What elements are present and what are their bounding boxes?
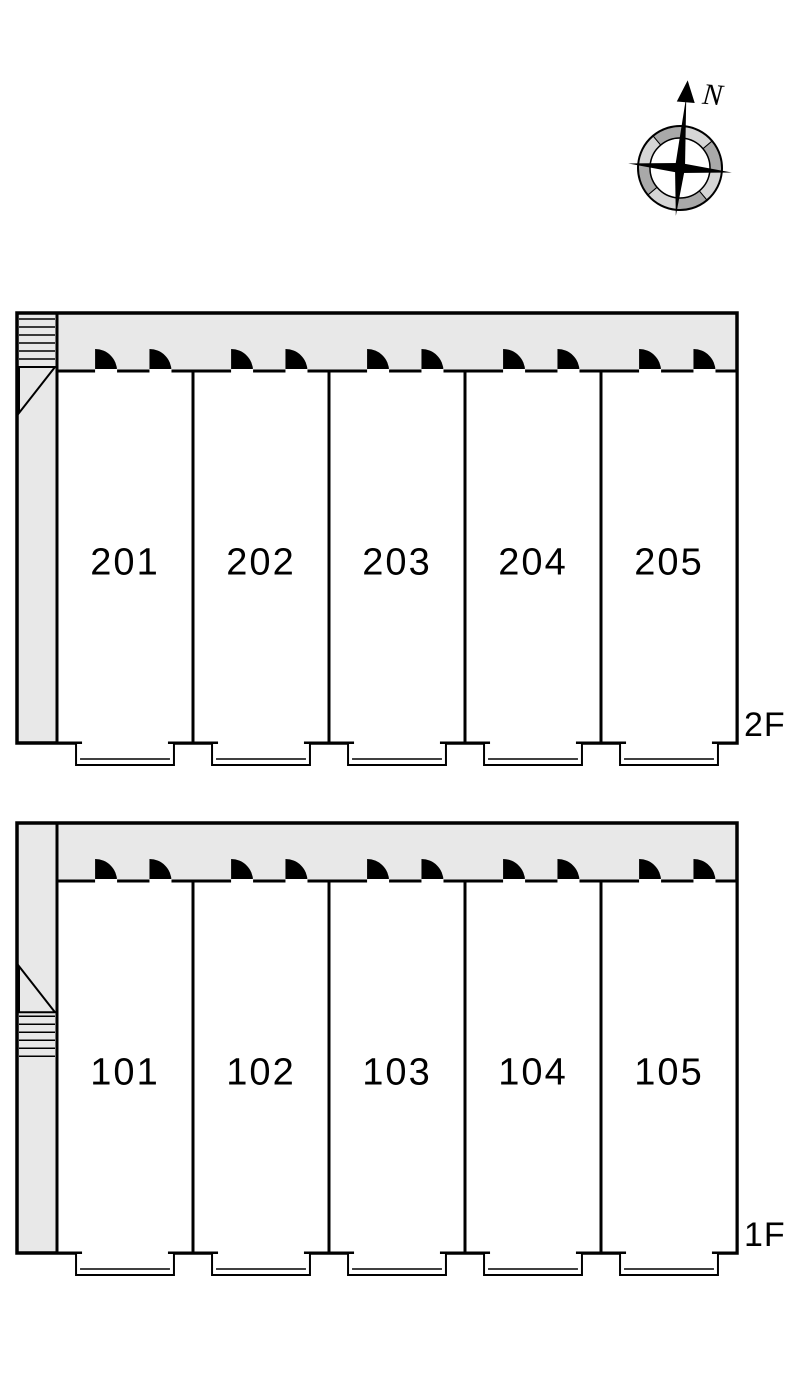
compass-icon: N — [590, 60, 770, 240]
unit-label: 101 — [90, 1051, 159, 1093]
unit-label: 103 — [362, 1051, 431, 1093]
unit-label: 105 — [634, 1051, 703, 1093]
unit-label: 201 — [90, 541, 159, 583]
floor-plan-diagram: N 201 202 203 204 205 2F 101 102 103 104 105 1F — [0, 0, 800, 1381]
floor-2F: 201 202 203 204 205 — [14, 310, 740, 773]
unit-label: 204 — [498, 541, 567, 583]
unit-label: 104 — [498, 1051, 567, 1093]
unit-label: 205 — [634, 541, 703, 583]
floor-1F: 101 102 103 104 105 — [14, 820, 740, 1283]
floor-label: 1F — [744, 1216, 786, 1255]
unit-label: 202 — [226, 541, 295, 583]
svg-text:N: N — [700, 78, 726, 113]
floor-label: 2F — [744, 706, 786, 745]
unit-label: 203 — [362, 541, 431, 583]
unit-label: 102 — [226, 1051, 295, 1093]
